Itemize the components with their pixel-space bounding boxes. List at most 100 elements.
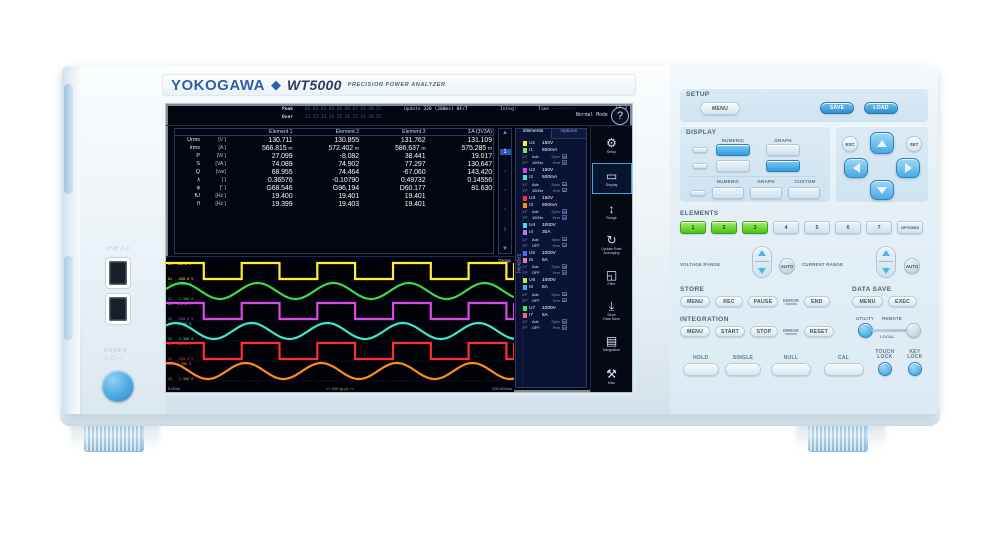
integration-menu-button[interactable]: MENU xyxy=(680,326,710,337)
element-channel-row[interactable]: I5 5A xyxy=(523,257,586,264)
element-group-3[interactable]: U3 150V I3 500mA LF Adv Sync U3 FF 100Hz… xyxy=(523,194,586,222)
integration-button-row[interactable]: MENU START STOP ERROR RESET xyxy=(680,326,850,337)
rail-button-integ[interactable]: ▤ Integration xyxy=(592,328,632,359)
elements-tab-options[interactable]: Options xyxy=(551,129,586,139)
elements-panel[interactable]: Elements Options ΣA(3V3A) U1 150V I1 500m… xyxy=(515,128,587,389)
store-pause-button[interactable]: PAUSE xyxy=(748,296,778,307)
elements-button-row[interactable]: 1 2 3 4 5 6 7 OPTIONS xyxy=(680,221,930,234)
element-button-6[interactable]: 6 xyxy=(835,221,861,234)
set-button[interactable]: SET xyxy=(906,136,922,152)
element-button-7[interactable]: 7 xyxy=(866,221,892,234)
nav-left-button[interactable] xyxy=(844,158,868,178)
data-save-exec-button[interactable]: EXEC xyxy=(888,296,917,307)
element-channel-row[interactable]: U1 150V xyxy=(523,140,586,147)
nav-down-button[interactable] xyxy=(870,180,894,200)
save-button[interactable]: SAVE xyxy=(820,102,854,114)
remote-button[interactable] xyxy=(906,323,921,338)
rocker-up-icon[interactable] xyxy=(882,249,890,256)
data-save-menu-button[interactable]: MENU xyxy=(852,296,883,307)
element-channel-row[interactable]: I2 500mA xyxy=(523,174,586,181)
elements-tab-elements[interactable]: Elements xyxy=(516,129,552,139)
element-group-1[interactable]: U1 150V I1 500mA LF Adv Sync U1 FF 100Hz… xyxy=(523,139,586,167)
esc-button[interactable]: ESC xyxy=(842,136,858,152)
rail-button-misc[interactable]: ⚒ Misc xyxy=(592,361,632,392)
element-button-5[interactable]: 5 xyxy=(804,221,830,234)
element-group-7[interactable]: U7 1000V I7 5A LF Adv Sync U7 FF OFF Hrm… xyxy=(523,304,586,332)
load-button[interactable]: LOAD xyxy=(864,102,898,114)
key-lock-button[interactable] xyxy=(907,362,922,376)
rail-button-setup[interactable]: ⚙ Setup xyxy=(592,130,632,161)
lcd-screen[interactable]: Peak U1 U2 U3 U4 U5 U6 U7 ΣA ΣB ΣC Over … xyxy=(165,104,632,392)
bottom-button-row[interactable]: HOLD SINGLE NULL CAL TOUCH LOCK xyxy=(680,350,930,376)
element-group-4[interactable]: U4 1000V I4 30A LF Adv Sync U4 FF OFF Hr… xyxy=(523,222,586,250)
element-channel-row[interactable]: U6 1000V xyxy=(523,277,586,284)
cal-button[interactable] xyxy=(823,363,864,376)
element-channel-row[interactable]: U3 150V xyxy=(523,195,586,202)
scroll-up-icon[interactable]: ▲ xyxy=(502,130,508,136)
page-last[interactable]: 9 xyxy=(503,226,507,233)
element-button-2[interactable]: 2 xyxy=(711,221,737,234)
single-button[interactable] xyxy=(724,363,761,376)
nav-up-button[interactable] xyxy=(870,132,894,154)
element-group-2[interactable]: U2 150V I2 500mA LF Adv Sync U2 FF 100Hz… xyxy=(523,167,586,195)
store-menu-button[interactable]: MENU xyxy=(680,296,710,307)
integration-reset-button[interactable]: RESET xyxy=(803,326,834,337)
display-numeric-button-1[interactable] xyxy=(716,144,750,156)
voltage-range-rocker[interactable] xyxy=(752,246,772,278)
display-graph-button-3[interactable] xyxy=(750,187,782,199)
display-graph-button-2[interactable] xyxy=(766,160,800,172)
nav-right-button[interactable] xyxy=(896,158,920,178)
element-options-button[interactable]: OPTIONS xyxy=(897,221,923,234)
rail-button-range[interactable]: ↕ Range xyxy=(592,196,632,227)
element-channel-row[interactable]: I4 30A xyxy=(523,229,586,236)
display-row3-selector[interactable] xyxy=(690,190,706,196)
element-group-5[interactable]: U5 1000V I5 5A LF Adv Sync U5 FF OFF Hrm… xyxy=(523,249,586,277)
current-range-rocker[interactable] xyxy=(876,246,896,278)
element-button-4[interactable]: 4 xyxy=(773,221,799,234)
element-button-1[interactable]: 1 xyxy=(680,221,706,234)
display-custom-button[interactable] xyxy=(788,187,820,199)
scroll-down-icon[interactable]: ▼ xyxy=(502,245,508,252)
display-graph-button-1[interactable] xyxy=(766,144,800,156)
setup-menu-button[interactable]: MENU xyxy=(700,102,740,115)
element-button-3[interactable]: 3 xyxy=(742,221,768,234)
store-button-row[interactable]: MENU REC PAUSE ERROR END xyxy=(680,296,840,307)
touch-lock-button[interactable] xyxy=(877,362,892,376)
display-numeric-button-3[interactable] xyxy=(712,187,744,199)
element-channel-row[interactable]: I1 500mA xyxy=(523,147,586,154)
page-scroller[interactable]: ▲ 1 • • • 9 ▼ xyxy=(498,128,512,254)
display-row2-selector[interactable] xyxy=(692,163,708,169)
usb-port-1[interactable] xyxy=(106,258,130,288)
store-rec-button[interactable]: REC xyxy=(715,296,743,307)
element-channel-row[interactable]: I7 5A xyxy=(523,312,586,319)
page-current[interactable]: 1 xyxy=(499,149,511,156)
store-end-button[interactable]: END xyxy=(803,296,830,307)
utility-remote-row[interactable]: LOCAL xyxy=(856,323,932,341)
element-channel-row[interactable]: I6 5A xyxy=(523,284,586,291)
elements-tabs[interactable]: Elements Options xyxy=(516,129,586,139)
screen-icon-rail[interactable]: ⚙ Setup ▭ Display ↕ Range ↻ Update Rate Ave… xyxy=(590,126,632,392)
display-row1-selector[interactable] xyxy=(692,147,708,153)
page-dot[interactable]: • xyxy=(504,187,506,194)
utility-button[interactable] xyxy=(858,323,873,338)
element-channel-row[interactable]: U5 1000V xyxy=(523,250,586,257)
rail-button-display[interactable]: ▭ Display xyxy=(591,163,632,194)
usb-port-2[interactable] xyxy=(106,294,130,324)
current-auto-button[interactable]: AUTO xyxy=(904,258,920,274)
elements-list[interactable]: U1 150V I1 500mA LF Adv Sync U1 FF 100Hz… xyxy=(523,139,586,387)
help-button[interactable]: ? xyxy=(611,107,629,125)
element-group-6[interactable]: U6 1000V I6 5A LF Adv Sync U6 FF OFF Hrm… xyxy=(523,277,586,305)
rocker-up-icon[interactable] xyxy=(758,249,766,256)
power-button[interactable] xyxy=(102,370,134,402)
waveform-area[interactable]: Group U1 450.0 V U1 -450.0 V I1 1.500 A I1 -1.5… xyxy=(165,256,516,392)
data-save-button-row[interactable]: MENU EXEC xyxy=(852,296,932,307)
integration-start-button[interactable]: START xyxy=(715,326,745,337)
element-channel-row[interactable]: U7 1000V xyxy=(523,305,586,312)
rail-button-filter[interactable]: ◱ Filter xyxy=(592,262,632,293)
cal-group[interactable]: CAL xyxy=(817,355,870,376)
null-button[interactable] xyxy=(770,363,811,376)
hold-group[interactable]: HOLD xyxy=(680,355,721,376)
touch-lock-group[interactable]: TOUCH LOCK xyxy=(870,350,900,376)
rail-button-store[interactable]: ⤓ Store Data Save xyxy=(592,295,632,326)
element-channel-row[interactable]: U2 150V xyxy=(523,167,586,174)
